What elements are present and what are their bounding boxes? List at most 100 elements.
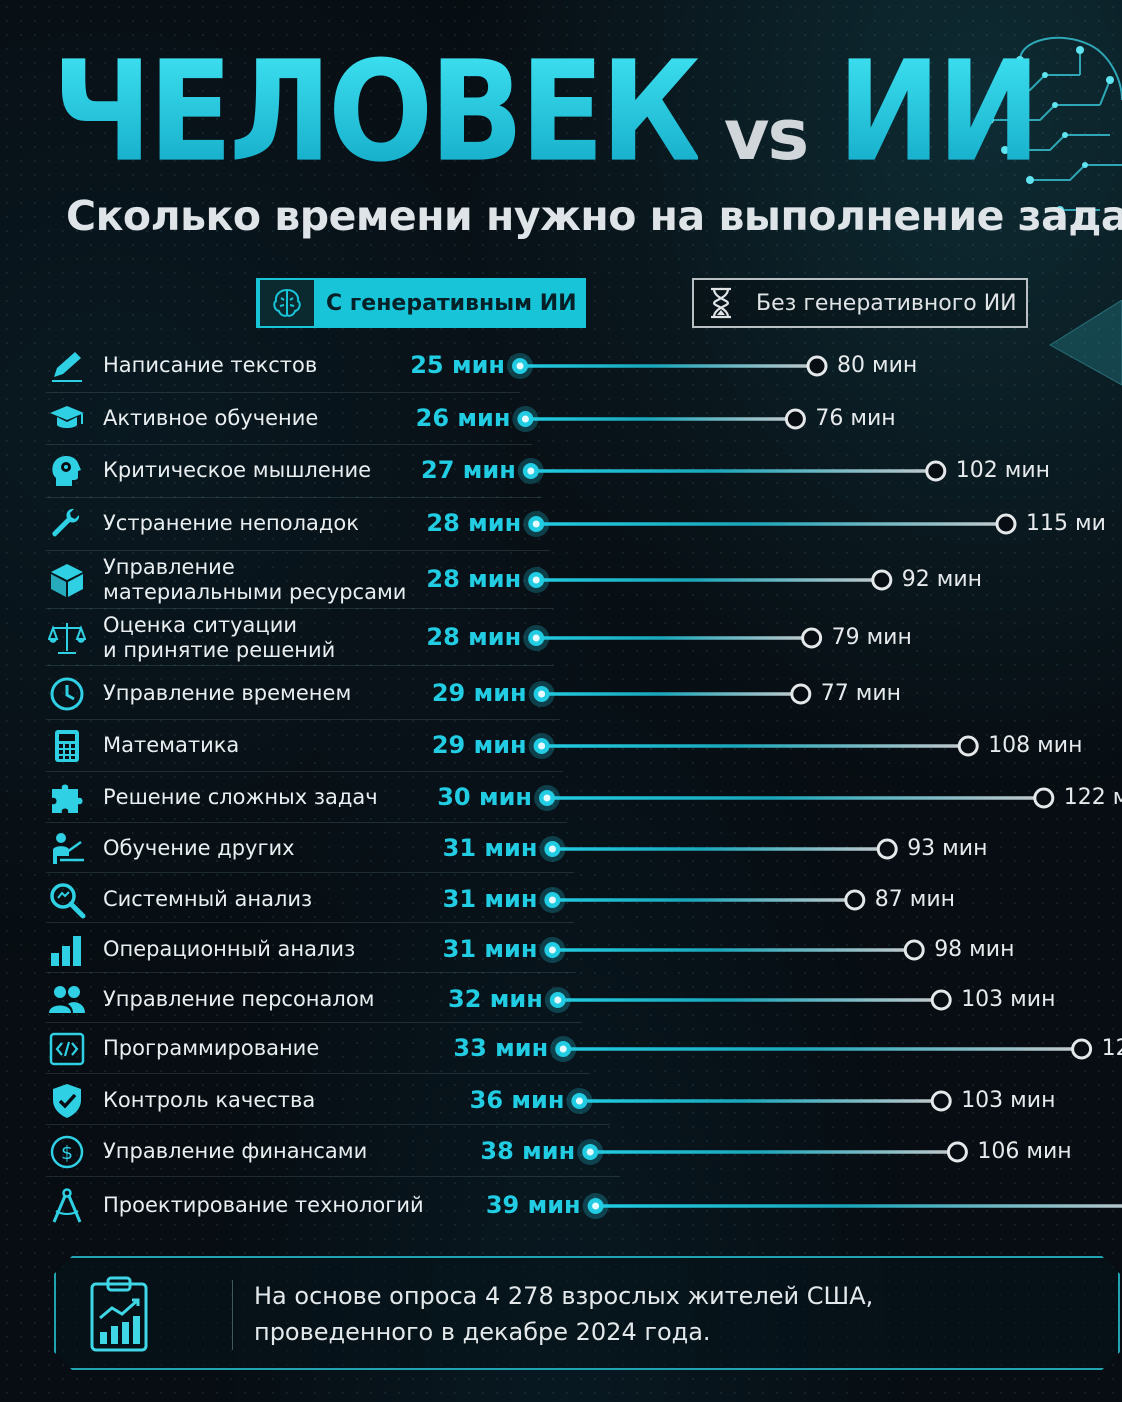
ai-value-label: 29 мин [431, 731, 527, 759]
teacher-icon [53, 833, 84, 864]
task-label: Обучение других [103, 836, 295, 861]
task-label-line: Оценка ситуации [103, 613, 298, 637]
pencil-icon [52, 352, 82, 382]
note-divider [232, 1280, 233, 1350]
human-value-label: 92 мин [901, 567, 983, 592]
row-divider [46, 1124, 610, 1125]
clipboard-chart-icon [86, 1274, 152, 1354]
row-divider [46, 392, 520, 393]
task-label-line: Активное обучение [103, 406, 319, 430]
task-label-line: Обучение других [103, 836, 295, 860]
dollar-coin-icon: $ [50, 1135, 84, 1169]
task-label-line: Программирование [103, 1036, 320, 1060]
source-line-1: На основе опроса 4 278 взрослых жителей … [254, 1282, 874, 1310]
ai-value-label: 38 мин [480, 1137, 576, 1165]
row-divider [46, 1022, 582, 1023]
scales-icon [48, 623, 86, 654]
title-vs: vs [723, 94, 809, 176]
human-value-label: 98 мин [934, 937, 1015, 962]
task-label: Управление материальными ресурсами [103, 555, 406, 605]
task-label: Проектирование технологий [103, 1193, 424, 1218]
source-line-2: проведенного в декабре 2024 года. [254, 1318, 711, 1346]
task-label-line: Управление временем [103, 681, 352, 705]
compass-icon [52, 1188, 82, 1223]
task-label: Устранение неполадок [103, 511, 359, 536]
subtitle: Сколько времени нужно на выполнение зада… [66, 192, 1122, 240]
human-value-label: 79 мин [831, 625, 912, 650]
source-note: На основе опроса 4 278 взрослых жителей … [54, 1256, 1120, 1370]
task-label: Управление персоналом [103, 987, 375, 1012]
task-label-line: и принятие решений [103, 638, 336, 662]
magnifier-icon [50, 883, 86, 919]
task-label-line: Математика [103, 733, 240, 757]
task-label-line: Критическое мышление [103, 458, 372, 482]
wrench-icon [52, 508, 80, 537]
brain-icon [260, 280, 314, 326]
task-label: Активное обучение [103, 406, 318, 431]
bar-chart-icon [51, 936, 81, 966]
ai-value-label: 31 мин [442, 935, 538, 963]
row-divider [46, 550, 550, 551]
puzzle-icon [52, 784, 83, 813]
people-icon [49, 986, 85, 1013]
polygon-decoration-icon [1049, 300, 1122, 386]
row-divider [46, 665, 553, 666]
task-label: Математика [103, 733, 239, 758]
ai-value-label: 33 мин [453, 1034, 549, 1062]
ai-value-label: 26 мин [415, 404, 511, 432]
shield-check-icon [53, 1084, 81, 1118]
human-value-label: 102 мин [955, 458, 1051, 483]
graduation-cap-icon [50, 406, 84, 428]
main-title: ЧЕЛОВЕК vs ИИ [52, 31, 1041, 194]
row-divider [46, 822, 567, 823]
task-label: Системный анализ [103, 887, 312, 912]
ai-value-label: 28 мин [426, 623, 522, 651]
ai-value-label: 36 мин [469, 1086, 565, 1114]
row-divider [46, 922, 574, 923]
ai-value-label: 29 мин [431, 679, 527, 707]
human-value-label: 108 мин [988, 733, 1083, 758]
title-ai: ИИ [837, 31, 1041, 194]
human-value-label: 115 ми [1026, 511, 1106, 536]
source-text: На основе опроса 4 278 взрослых жителей … [254, 1278, 873, 1350]
task-label: Написание текстов [103, 353, 317, 378]
calculator-icon [55, 730, 79, 762]
head-gears-icon [52, 455, 81, 486]
row-divider [46, 1176, 620, 1177]
circuit-brain-icon [986, 36, 1122, 214]
task-label: Операционный анализ [103, 937, 355, 962]
task-label-line: Управление финансами [103, 1139, 368, 1163]
row-divider [46, 719, 560, 720]
human-value-label: 80 мин [837, 353, 918, 378]
task-label-line: Решение сложных задач [103, 785, 378, 809]
task-label-line: Проектирование технологий [103, 1193, 424, 1217]
task-label: Критическое мышление [103, 458, 371, 483]
title-human: ЧЕЛОВЕК [52, 31, 702, 194]
row-divider [46, 771, 563, 772]
ai-value-label: 28 мин [426, 509, 522, 537]
ai-value-label: 31 мин [442, 834, 538, 862]
human-value-label: 103 мин [961, 1088, 1056, 1113]
svg-text:$: $ [61, 1142, 73, 1164]
task-label: Оценка ситуации и принятие решений [103, 613, 335, 663]
ai-value-label: 25 мин [410, 351, 505, 379]
ai-value-label: 39 мин [485, 1191, 581, 1219]
row-divider [46, 444, 532, 445]
row-divider [46, 1073, 590, 1074]
human-value-label: 87 мин [874, 887, 956, 912]
legend-ai: С генеративным ИИ [256, 278, 586, 328]
clock-icon [50, 677, 84, 711]
task-label-line: Контроль качества [103, 1088, 316, 1112]
legend-human-label: Без генеративного ИИ [756, 290, 1017, 316]
human-value-label: 76 мин [815, 406, 896, 431]
task-label: Управление финансами [103, 1139, 367, 1164]
row-divider [46, 497, 542, 498]
task-label-line: Управление [103, 555, 235, 579]
row-divider [46, 872, 574, 873]
task-label-line: Операционный анализ [103, 937, 356, 961]
task-label: Управление временем [103, 681, 351, 706]
task-label: Контроль качества [103, 1088, 315, 1113]
task-label: Решение сложных задач [103, 785, 378, 810]
